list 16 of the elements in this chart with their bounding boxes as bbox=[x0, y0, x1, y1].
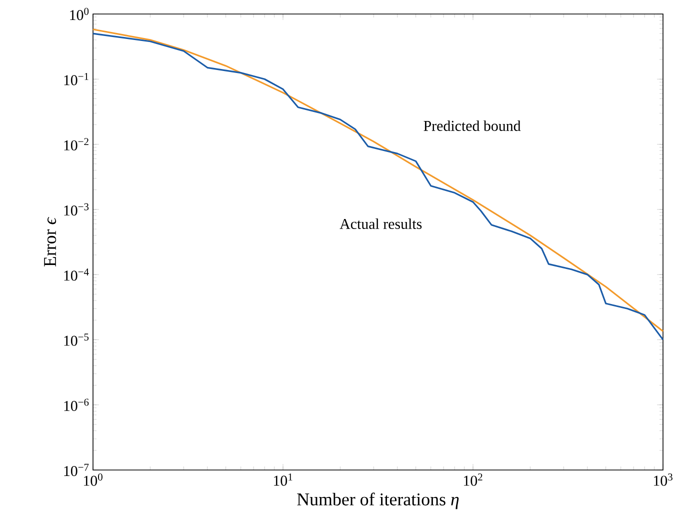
x-tick-label: 10$^{2}$ bbox=[464, 474, 482, 486]
y-tick-label: 10$^{−5}$ bbox=[64, 334, 89, 346]
y-tick-label: 10$^{−3}$ bbox=[64, 203, 89, 216]
y-tick-label: 10$^{−6}$ bbox=[64, 398, 89, 411]
x-tick-label: 10$^{0}$ bbox=[84, 474, 102, 486]
x-axis-title: Number of iterations η bbox=[297, 492, 459, 510]
y-tick-label: 10$^{−2}$ bbox=[64, 138, 88, 150]
text: Predicted bound bbox=[424, 120, 521, 131]
y-tick-label: 10$^{0}$ bbox=[70, 8, 89, 20]
y-tick-label: 10$^{−7}$ bbox=[64, 464, 89, 476]
text: Actual results bbox=[340, 218, 422, 230]
y-axis-title: Error ϵ bbox=[44, 216, 56, 267]
y-tick-label: 10$^{−4}$ bbox=[64, 268, 89, 281]
x-tick-label: 10$^{1}$ bbox=[274, 474, 292, 486]
y-tick-label: 10$^{−1}$ bbox=[64, 73, 88, 86]
x-tick-label: 10$^{3}$ bbox=[654, 474, 672, 486]
